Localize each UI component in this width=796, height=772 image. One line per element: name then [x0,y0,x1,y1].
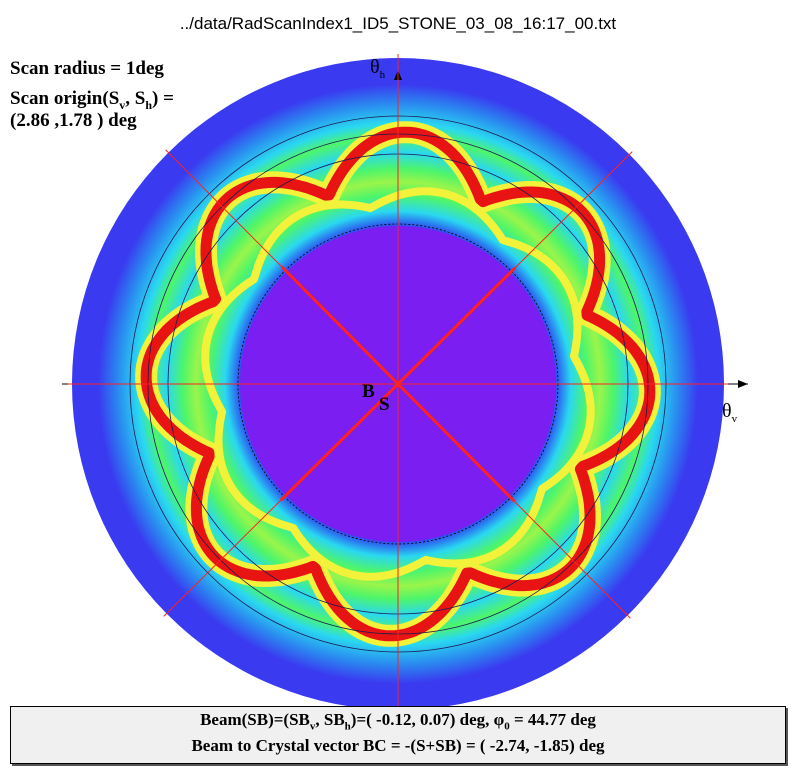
scan-origin-text: Scan origin(Sv, Sh) = [10,88,174,112]
beam-point-label: B [362,381,375,402]
plot-title: ../data/RadScanIndex1_ID5_STONE_03_08_16… [179,14,617,33]
scan-radius-text: Scan radius = 1deg [10,58,164,79]
red-diagonal-lines [68,54,728,714]
x-axis-label: θv [722,400,738,425]
scan-origin-values: (2.86 ,1.78 ) deg [10,110,137,131]
scan-origin-point-label: S [379,394,390,415]
beam-crystal-line: Beam to Crystal vector BC = -(S+SB) = ( … [191,736,605,755]
result-box: Beam(SB)=(SBv, SBh)=( -0.12, 0.07) deg, … [10,706,786,764]
x-axis-arrow [738,380,748,388]
y-axis-label: θh [370,56,386,81]
beam-line: Beam(SB)=(SBv, SBh)=( -0.12, 0.07) deg, … [200,710,596,733]
reference-line-thick [280,265,516,503]
